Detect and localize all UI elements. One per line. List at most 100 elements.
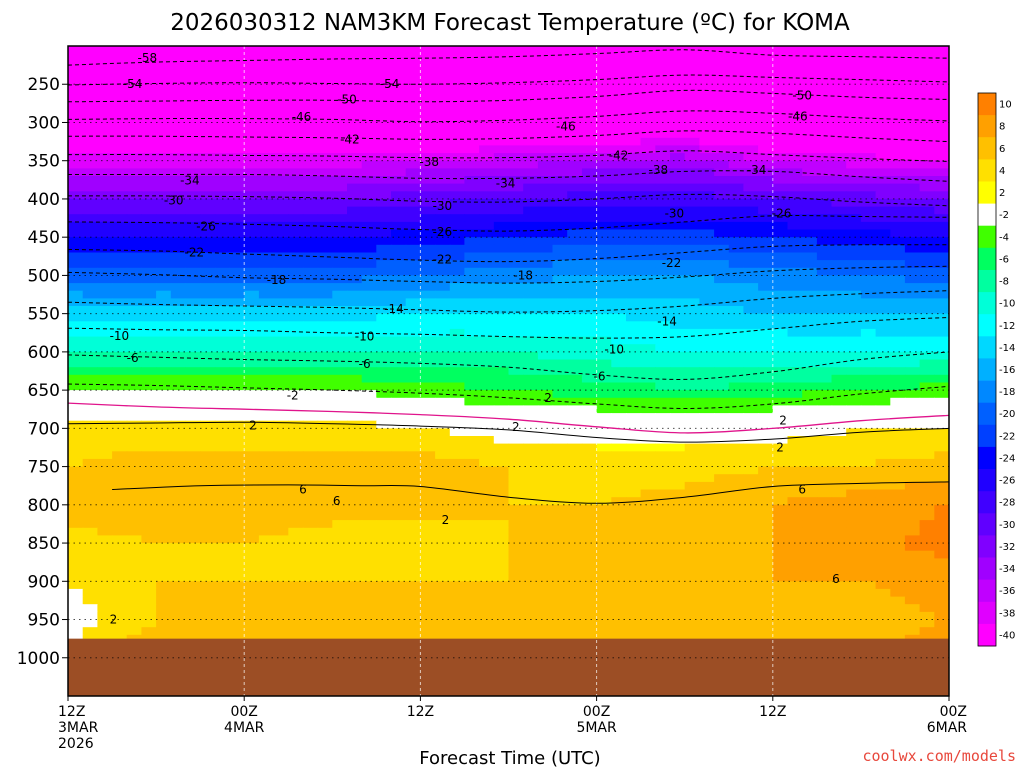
heat-cell bbox=[273, 627, 289, 636]
heat-cell bbox=[919, 604, 935, 613]
heat-cell bbox=[317, 61, 333, 70]
heat-cell bbox=[626, 581, 642, 590]
heat-cell bbox=[684, 168, 700, 177]
heat-cell bbox=[875, 627, 891, 636]
heat-cell bbox=[890, 198, 906, 208]
heat-cell bbox=[831, 466, 847, 475]
heat-cell bbox=[493, 550, 510, 559]
heat-cell bbox=[347, 206, 363, 215]
heat-cell bbox=[611, 61, 627, 70]
heat-cell bbox=[156, 328, 172, 338]
heat-cell bbox=[875, 374, 891, 383]
heat-cell bbox=[288, 107, 304, 116]
heat-cell bbox=[846, 504, 862, 513]
heat-cell bbox=[537, 581, 554, 590]
heat-cell bbox=[670, 458, 686, 468]
heat-cell bbox=[185, 191, 201, 200]
heat-cell bbox=[816, 367, 833, 376]
heat-cell bbox=[317, 489, 333, 498]
heat-cell bbox=[112, 76, 128, 85]
heat-cell bbox=[112, 99, 128, 108]
heat-cell bbox=[772, 191, 789, 200]
heat-cell bbox=[670, 436, 686, 445]
heat-cell bbox=[273, 344, 289, 353]
heat-cell bbox=[112, 283, 128, 292]
heat-cell bbox=[347, 604, 363, 613]
heat-cell bbox=[112, 581, 128, 590]
heat-cell bbox=[581, 114, 598, 123]
heat-cell bbox=[875, 229, 891, 238]
heat-cell bbox=[523, 306, 539, 315]
heat-cell bbox=[552, 489, 568, 498]
heat-cell bbox=[82, 382, 98, 391]
heat-cell bbox=[449, 535, 466, 544]
heat-cell bbox=[714, 397, 730, 406]
heat-cell bbox=[361, 168, 377, 177]
heat-cell bbox=[361, 504, 377, 513]
heat-cell bbox=[479, 244, 495, 253]
heat-cell bbox=[449, 527, 466, 536]
heat-cell bbox=[214, 176, 231, 185]
heat-cell bbox=[493, 237, 510, 246]
heat-cell bbox=[141, 229, 157, 238]
heat-cell bbox=[816, 68, 833, 78]
heat-cell bbox=[655, 244, 671, 253]
heat-cell bbox=[904, 535, 921, 544]
heat-cell bbox=[743, 321, 759, 330]
heat-cell bbox=[904, 290, 921, 299]
heat-cell bbox=[244, 122, 260, 131]
heat-cell bbox=[846, 573, 862, 582]
heat-cell bbox=[567, 244, 583, 253]
heat-cell bbox=[655, 390, 671, 399]
heat-cell bbox=[846, 84, 862, 93]
heat-cell bbox=[728, 397, 745, 406]
heat-cell bbox=[816, 382, 833, 391]
heat-cell bbox=[743, 84, 759, 93]
heat-cell bbox=[185, 436, 201, 445]
heat-cell bbox=[493, 267, 510, 276]
heat-cell bbox=[567, 543, 583, 552]
heat-cell bbox=[626, 504, 642, 513]
heat-cell bbox=[523, 53, 539, 62]
heat-cell bbox=[302, 359, 319, 368]
heat-cell bbox=[214, 436, 231, 445]
heat-cell bbox=[405, 61, 421, 70]
heat-cell bbox=[317, 627, 333, 636]
heat-cell bbox=[361, 229, 377, 238]
heat-cell bbox=[258, 321, 275, 330]
heat-cell bbox=[97, 76, 113, 85]
heat-cell bbox=[435, 145, 451, 154]
heat-cell bbox=[141, 160, 157, 169]
heat-cell bbox=[728, 382, 745, 391]
heat-cell bbox=[699, 436, 715, 445]
heat-cell bbox=[670, 405, 686, 414]
heat-cell bbox=[156, 183, 172, 192]
heat-cell bbox=[493, 107, 510, 116]
heat-cell bbox=[185, 84, 201, 93]
heat-cell bbox=[640, 160, 656, 169]
heat-cell bbox=[919, 543, 935, 552]
heat-cell bbox=[82, 153, 98, 162]
heat-cell bbox=[670, 535, 686, 544]
heat-cell bbox=[787, 374, 803, 383]
heat-cell bbox=[97, 436, 113, 445]
heat-cell bbox=[728, 122, 745, 131]
heat-cell bbox=[347, 244, 363, 253]
heat-cell bbox=[670, 474, 686, 483]
heat-cell bbox=[273, 168, 289, 177]
heat-cell bbox=[875, 359, 891, 368]
heat-cell bbox=[273, 581, 289, 590]
heat-cell bbox=[449, 390, 466, 399]
heat-cell bbox=[655, 573, 671, 582]
heat-cell bbox=[904, 543, 921, 552]
heat-cell bbox=[728, 275, 745, 284]
heat-cell bbox=[934, 153, 949, 162]
heat-cell bbox=[728, 336, 745, 345]
heat-cell bbox=[332, 160, 348, 169]
heat-cell bbox=[347, 428, 363, 437]
heat-cell bbox=[699, 153, 715, 162]
heat-cell bbox=[743, 443, 759, 452]
heat-cell bbox=[699, 298, 715, 307]
heat-cell bbox=[875, 145, 891, 154]
heat-cell bbox=[684, 298, 700, 307]
